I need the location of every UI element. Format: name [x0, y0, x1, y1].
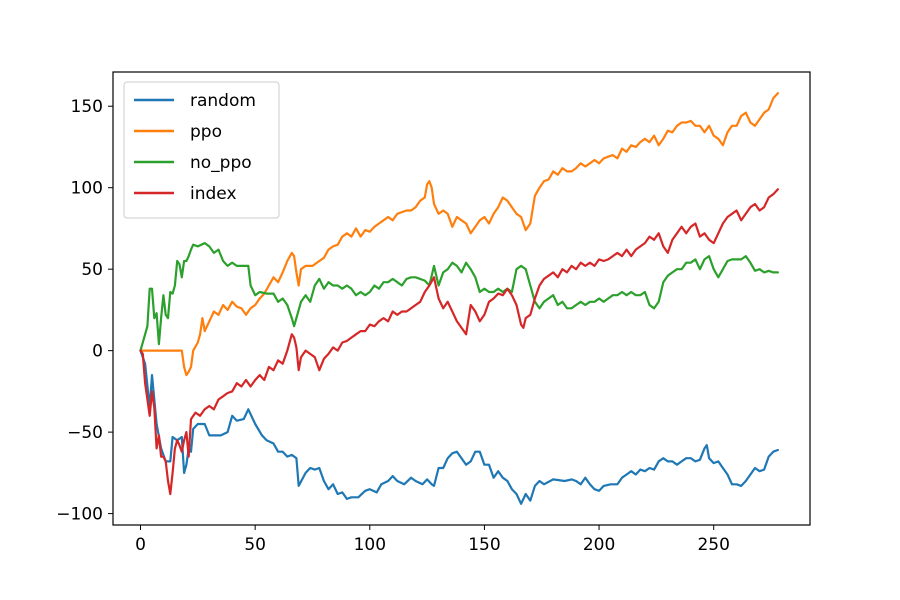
series-line-index [139, 188, 779, 496]
legend-label-index: index [190, 184, 237, 204]
x-tick-label: 150 [468, 535, 500, 555]
series-layer [139, 92, 779, 505]
legend-label-ppo: ppo [190, 122, 222, 142]
y-tick-label: 150 [71, 97, 103, 117]
legend-label-no-ppo: no_ppo [190, 153, 252, 173]
y-tick-label: 0 [92, 342, 103, 362]
x-tick-label: 0 [135, 535, 146, 555]
y-tick-label: −50 [67, 423, 103, 443]
legend-box [123, 81, 280, 219]
x-tick-label: 100 [354, 535, 386, 555]
y-axis: −100 −50 0 50 100 150 [56, 97, 113, 525]
x-tick-label: 200 [583, 535, 615, 555]
y-tick-label: 100 [71, 179, 103, 199]
series-line-random [139, 349, 779, 505]
plot-frame [112, 71, 811, 526]
y-tick-label: −100 [56, 505, 103, 525]
legend-label-random: random [190, 91, 256, 111]
x-tick-label: 250 [697, 535, 729, 555]
series-line-ppo [139, 92, 779, 377]
x-tick-label: 50 [244, 535, 266, 555]
y-tick-label: 50 [81, 260, 103, 280]
x-axis: 0 50 100 150 200 250 [135, 525, 730, 555]
series-line-no-ppo [139, 242, 779, 352]
